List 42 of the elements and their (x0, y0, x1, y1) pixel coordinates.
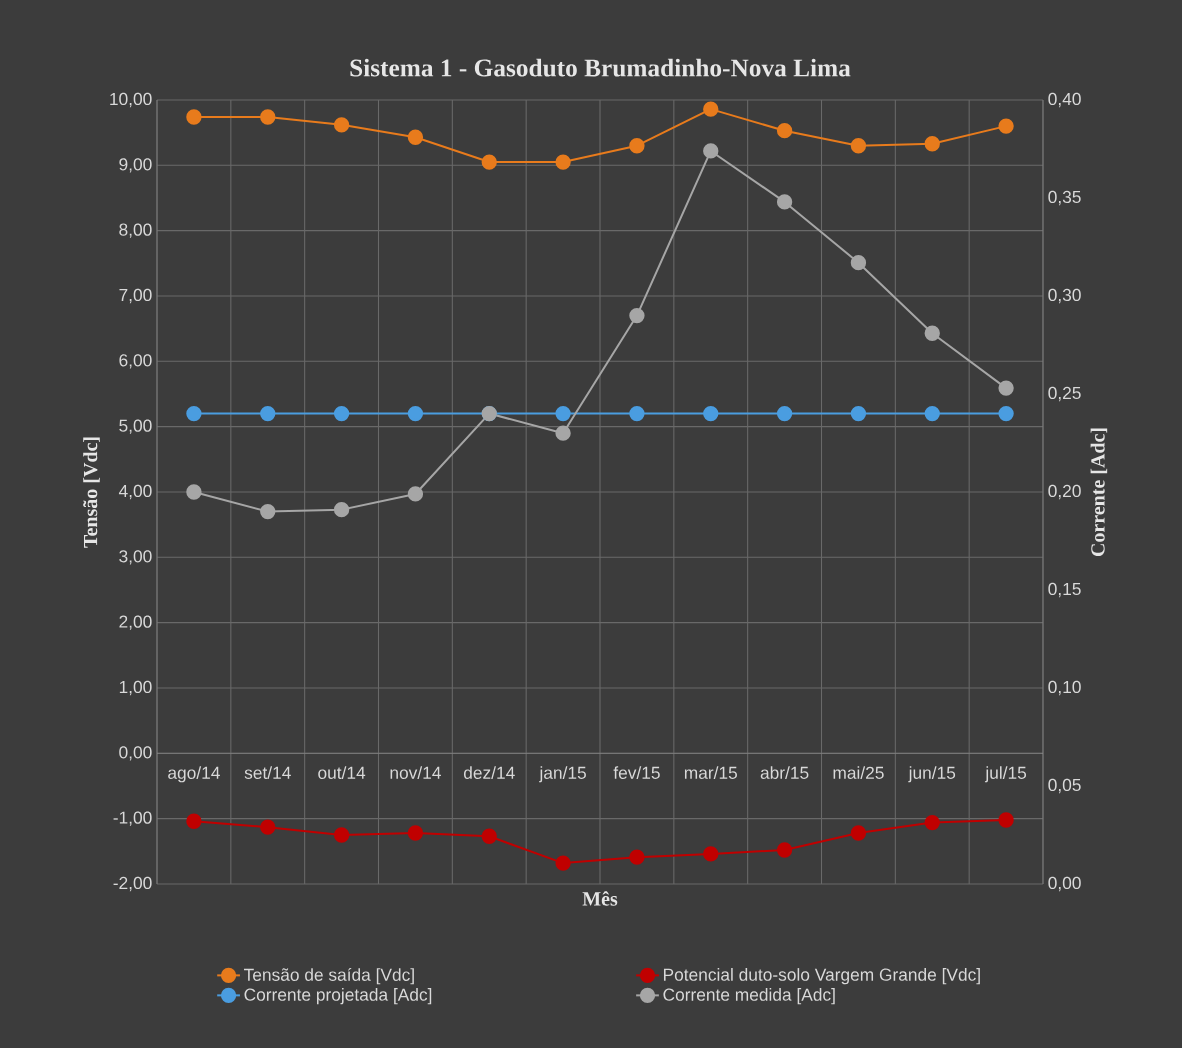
y-axis-title: Tensão [Vdc] (83, 437, 100, 548)
y-tick-label: 6,00 (119, 354, 152, 369)
x-tick-label: ago/14 (168, 766, 220, 783)
x-tick-label: fev/15 (613, 766, 660, 779)
y2-tick-label: 0,15 (1048, 582, 1081, 598)
x-tick-label: mar/15 (684, 766, 737, 779)
x-tick-label: abr/15 (760, 766, 809, 779)
legend-label: Corrente projetada [Adc] (244, 988, 432, 1005)
chart-title: Sistema 1 - Gasoduto Brumadinho-Nova Lima (350, 58, 851, 77)
x-tick-label: out/14 (318, 766, 366, 779)
legend-label: Tensão de saída [Vdc] (244, 968, 414, 985)
x-tick-label: jan/15 (539, 766, 586, 783)
y-tick-label: 0,00 (119, 746, 152, 761)
y2-tick-label: 0,20 (1048, 484, 1081, 500)
y2-tick-label: 0,40 (1048, 92, 1081, 108)
x-tick-label: nov/14 (390, 766, 441, 779)
y2-tick-label: 0,35 (1048, 190, 1081, 206)
y-tick-label: -1,00 (113, 811, 152, 826)
x-tick-label: jun/15 (908, 766, 956, 783)
y2-tick-label: 0,05 (1048, 778, 1081, 794)
x-tick-label: jul/15 (984, 766, 1027, 783)
y2-tick-label: 0,10 (1048, 680, 1081, 696)
legend-label: Potencial duto-solo Vargem Grande [Vdc] (663, 968, 980, 985)
x-tick-label: dez/14 (463, 766, 515, 779)
x-axis-title: Mês (582, 891, 618, 906)
y-tick-label: 2,00 (119, 615, 152, 630)
y-tick-label: -2,00 (113, 876, 152, 892)
x-tick-label: set/14 (244, 766, 291, 779)
y2-tick-label: 0,25 (1048, 386, 1081, 402)
y-tick-label: 3,00 (119, 550, 152, 565)
y2-axis-title: Corrente [Adc] (1090, 428, 1108, 557)
y-tick-label: 8,00 (119, 223, 152, 238)
y-tick-label: 7,00 (119, 288, 152, 304)
x-tick-label: mai/25 (833, 766, 884, 779)
y2-tick-label: 0,00 (1048, 876, 1081, 892)
y-tick-label: 9,00 (119, 158, 152, 173)
y2-tick-label: 0,30 (1048, 288, 1081, 304)
y-tick-label: 5,00 (119, 419, 152, 434)
legend-label: Corrente medida [Adc] (663, 988, 835, 1005)
y-tick-label: 10,00 (110, 92, 152, 108)
y-tick-label: 1,00 (119, 680, 152, 696)
y-tick-label: 4,00 (118, 484, 152, 500)
